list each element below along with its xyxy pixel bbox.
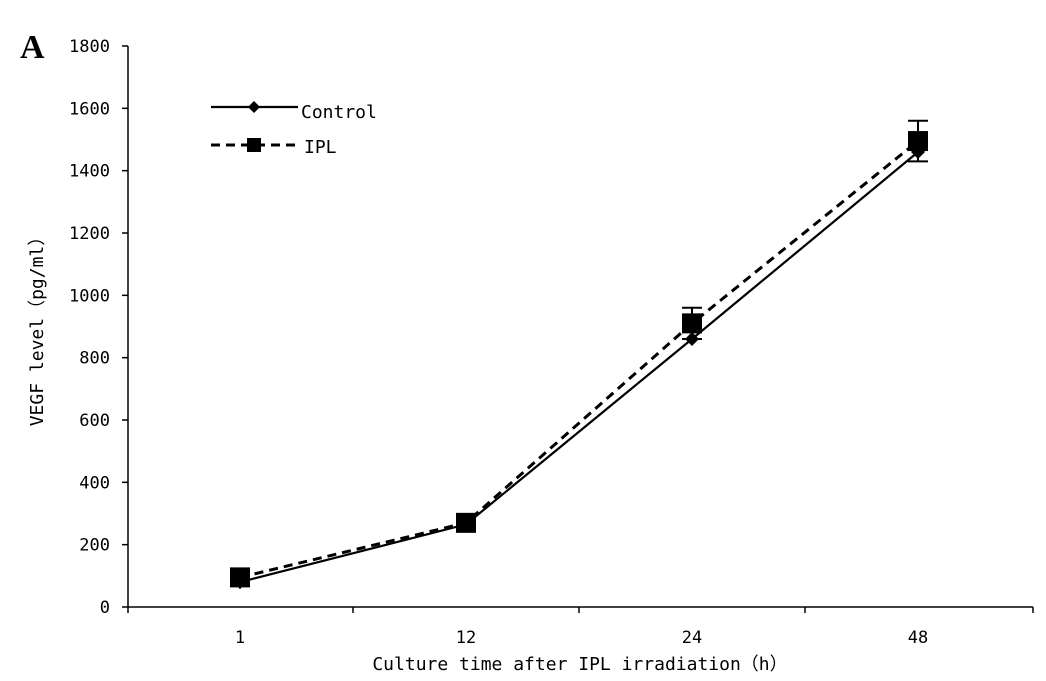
x-ticks: 1 12 24 48 <box>127 607 1034 648</box>
legend-ipl-marker <box>247 138 261 152</box>
y-tick-label: 400 <box>79 473 110 493</box>
x-axis-title: Culture time after IPL irradiation（h） <box>372 654 787 675</box>
y-tick-label: 0 <box>100 598 110 618</box>
y-tick-label: 1400 <box>69 162 110 182</box>
legend-item-ipl: IPL <box>211 137 337 158</box>
ipl-point <box>230 567 250 588</box>
x-tick-label: 1 <box>235 628 245 648</box>
legend: Control IPL <box>211 101 377 158</box>
y-tick-label: 800 <box>79 349 110 369</box>
y-ticks: 0 200 400 600 800 1000 1200 1400 1600 1800 <box>69 37 128 618</box>
legend-control-marker <box>248 101 260 113</box>
ipl-point <box>682 313 702 334</box>
x-tick-label: 12 <box>456 628 476 648</box>
y-tick-label: 600 <box>79 411 110 431</box>
ipl-point <box>908 131 928 152</box>
y-tick-label: 200 <box>79 536 110 556</box>
x-tick-label: 48 <box>908 628 928 648</box>
legend-ipl-label: IPL <box>304 137 337 158</box>
axes <box>127 46 1033 608</box>
x-tick-label: 24 <box>682 628 702 648</box>
ipl-series-line <box>239 139 919 579</box>
y-tick-label: 1800 <box>69 37 110 57</box>
series-layer <box>230 119 928 590</box>
y-tick-label: 1000 <box>69 286 110 306</box>
y-tick-label: 1200 <box>69 224 110 244</box>
ipl-point <box>456 512 476 533</box>
panel-label: A <box>20 29 45 66</box>
y-tick-label: 1600 <box>69 99 110 119</box>
legend-control-label: Control <box>301 102 377 123</box>
control-series-line <box>239 151 919 584</box>
legend-item-control: Control <box>211 101 377 123</box>
y-axis-title: VEGF level（pg/ml） <box>27 228 48 427</box>
